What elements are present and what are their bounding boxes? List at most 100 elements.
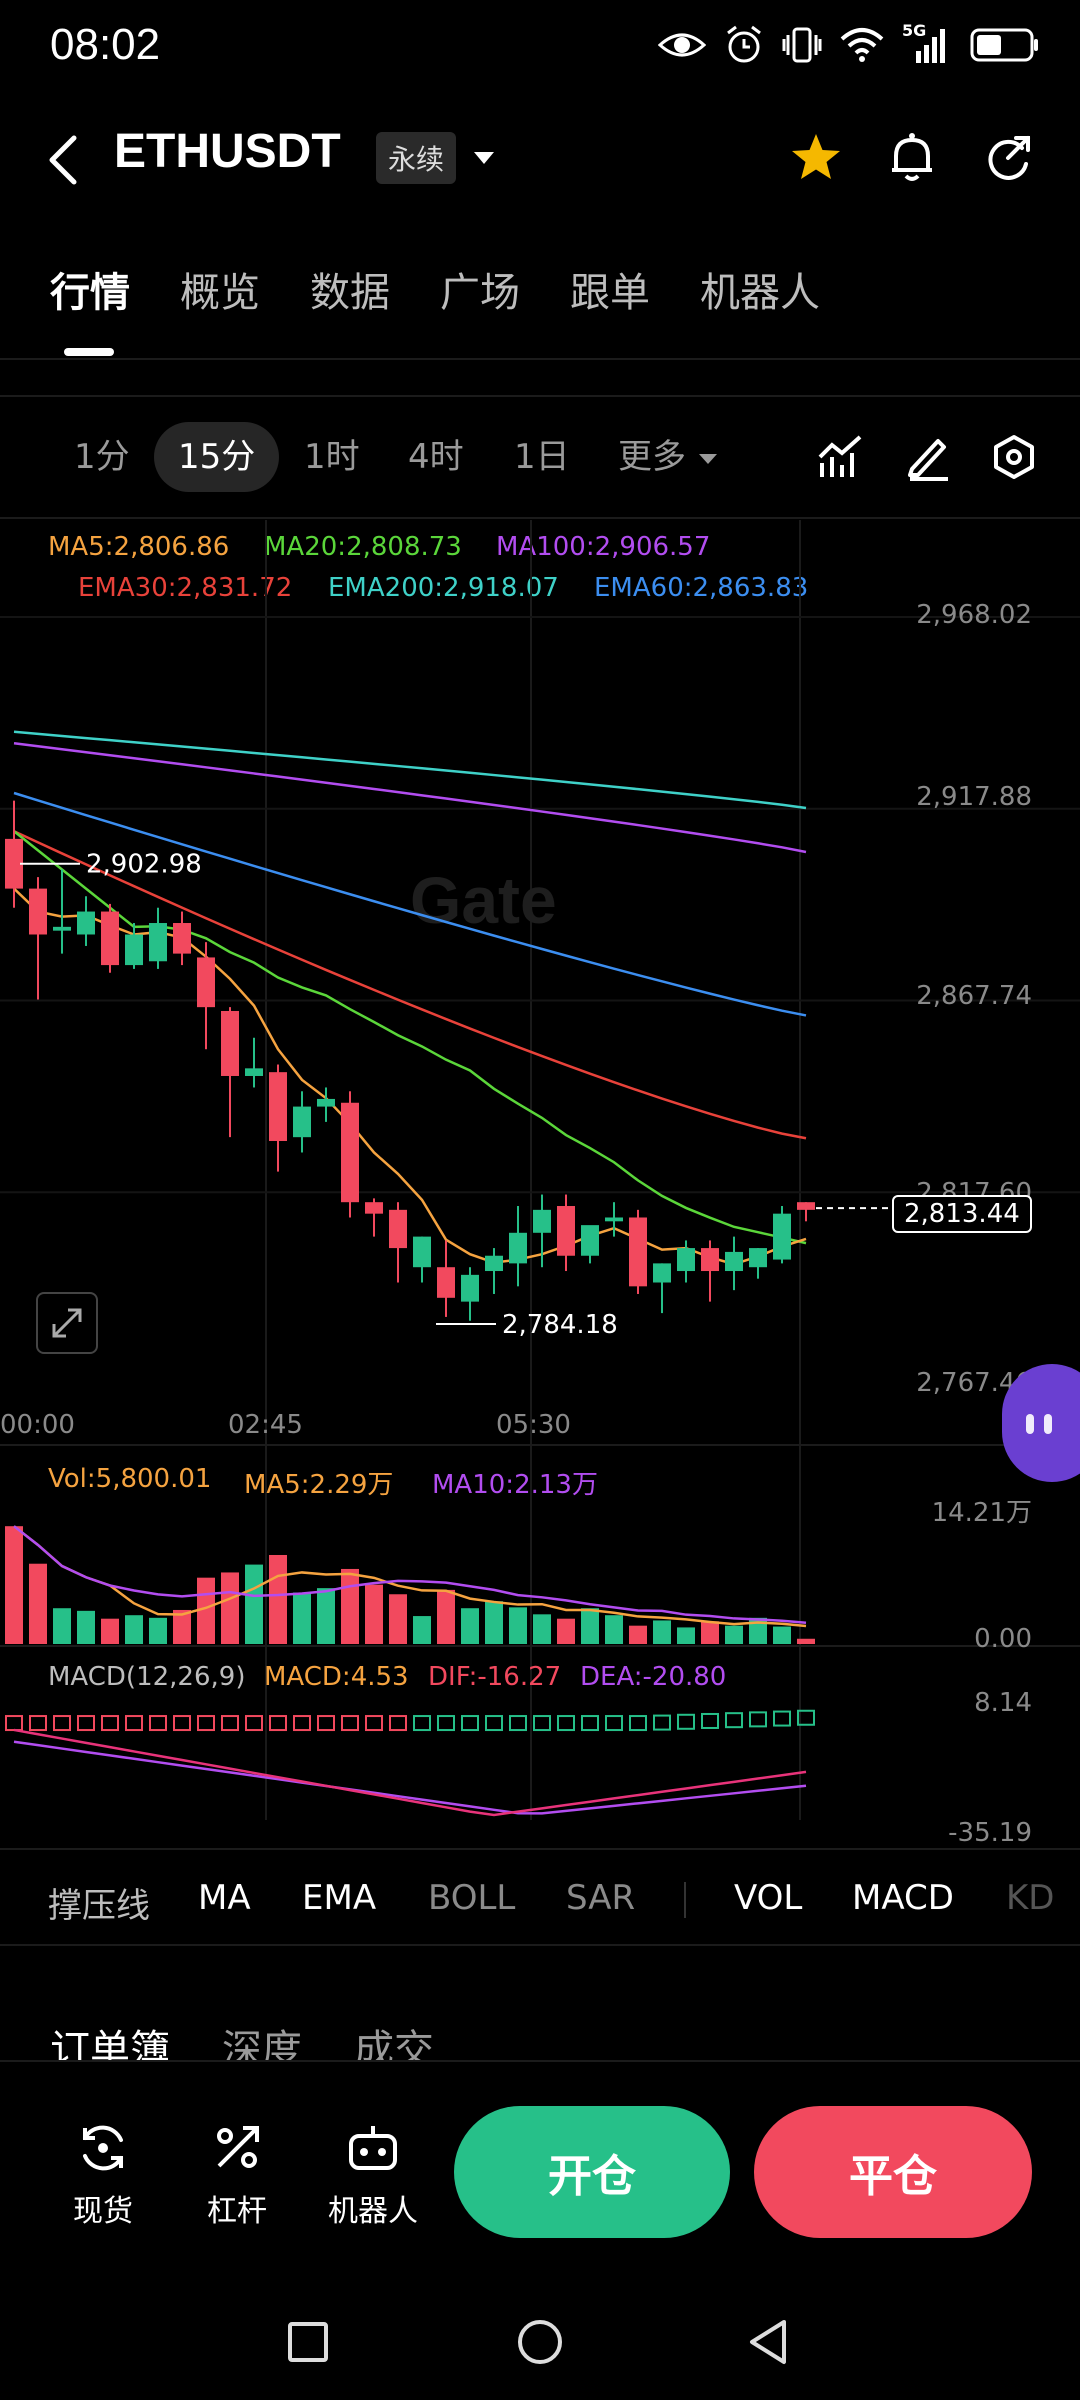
ind-tab-ma[interactable]: MA [198, 1878, 251, 1918]
bot-button[interactable]: 机器人 [318, 2120, 428, 2230]
recent-apps-icon[interactable] [286, 2320, 330, 2364]
chevron-down-icon[interactable] [470, 144, 498, 172]
macd-histogram-bar [245, 1715, 263, 1732]
bottom-action-bar: 现货 杠杆 机器人 开仓 平仓 [0, 2060, 1080, 2262]
vol-axis-top: 14.21万 [931, 1498, 1032, 1528]
spot-label: 现货 [73, 2194, 133, 2229]
volume-bar [269, 1554, 287, 1644]
back-icon[interactable] [40, 132, 90, 188]
macd-axis-bottom: -35.19 [948, 1818, 1032, 1848]
interval-more-label: 更多 [618, 437, 686, 477]
candle-body [149, 923, 167, 962]
candle-body [653, 1263, 671, 1283]
macd-axis-top: 8.14 [974, 1688, 1032, 1718]
tab-market[interactable]: 行情 [50, 270, 130, 316]
vol-label: Vol:5,800.01 [48, 1464, 212, 1494]
candle-body [197, 957, 215, 1008]
status-icons: 5G [658, 21, 1040, 68]
volume-bar [341, 1568, 359, 1644]
macd-histogram-bar [53, 1715, 71, 1732]
candle-body [269, 1072, 287, 1142]
tab-depth[interactable]: 深度 [222, 2027, 302, 2062]
ind-tab-support-resistance[interactable]: 撑压线 [48, 1886, 150, 1926]
candle-body [533, 1209, 551, 1233]
volume-bar [53, 1608, 71, 1644]
candle-body [581, 1225, 599, 1256]
candle-body [173, 923, 191, 954]
macd-histogram-bar [149, 1715, 167, 1732]
tab-square[interactable]: 广场 [440, 270, 520, 316]
pair-title[interactable]: ETHUSDT [114, 125, 341, 178]
macd-histogram-bar [173, 1715, 191, 1732]
tab-bots[interactable]: 机器人 [700, 270, 820, 316]
ind-tab-macd[interactable]: MACD [852, 1878, 954, 1918]
ind-tab-kd[interactable]: KD [1006, 1878, 1055, 1918]
spot-button[interactable]: 现货 [48, 2120, 158, 2230]
robot-face-icon [1026, 1414, 1052, 1434]
open-position-button[interactable]: 开仓 [454, 2106, 730, 2238]
vol-ma10-label: MA10:2.13万 [432, 1470, 598, 1500]
home-icon[interactable] [516, 2318, 564, 2366]
interval-more[interactable]: 更多 [618, 422, 719, 492]
close-position-button[interactable]: 平仓 [754, 2106, 1032, 2238]
assistant-bubble[interactable] [1002, 1364, 1080, 1482]
volume-bar [677, 1627, 695, 1644]
volume-bar [653, 1620, 671, 1644]
bell-icon[interactable] [882, 128, 942, 188]
header: ETHUSDT 永续 [0, 110, 1080, 210]
indicator-icon[interactable] [816, 433, 864, 481]
macd-histogram-bar [269, 1715, 287, 1732]
candle-body [77, 911, 95, 935]
settings-icon[interactable] [990, 433, 1038, 481]
macd-histogram-bar [677, 1713, 695, 1730]
macd-histogram-bar [701, 1712, 719, 1729]
candle-body [605, 1217, 623, 1222]
ema200-line [13, 730, 807, 810]
interval-1d[interactable]: 1日 [514, 437, 570, 477]
candle-body [629, 1217, 647, 1287]
macd-histogram-bar [749, 1711, 767, 1728]
volume-bar [605, 1615, 623, 1644]
leverage-icon [217, 2126, 259, 2168]
ind-tab-vol[interactable]: VOL [734, 1878, 803, 1918]
price-chart[interactable]: Gate 2,902.98 2,784.18 [0, 520, 1080, 1840]
tab-trades[interactable]: 成交 [354, 2027, 434, 2062]
share-icon[interactable] [978, 128, 1038, 188]
leverage-button[interactable]: 杠杆 [182, 2120, 292, 2230]
volume-bar [5, 1526, 23, 1644]
macd-histogram-bar [317, 1715, 335, 1732]
candle-body [5, 838, 23, 889]
interval-4h[interactable]: 4时 [408, 437, 464, 477]
macd-histogram-bar [557, 1715, 575, 1732]
alarm-icon [727, 25, 761, 63]
volume-bar [773, 1626, 791, 1644]
ind-tab-boll[interactable]: BOLL [428, 1878, 516, 1918]
tab-data[interactable]: 数据 [310, 270, 390, 316]
interval-15m[interactable]: 15分 [154, 422, 280, 492]
back-nav-icon[interactable] [746, 2318, 790, 2366]
draw-icon[interactable] [904, 433, 952, 481]
ma5-line [13, 887, 807, 1266]
interval-1h[interactable]: 1时 [304, 437, 360, 477]
divider [0, 1848, 1080, 1850]
candle-body [29, 888, 47, 935]
ind-tab-ema[interactable]: EMA [302, 1878, 377, 1918]
watermark-logo: Gate [410, 863, 557, 937]
interval-1m[interactable]: 1分 [74, 437, 130, 477]
fullscreen-button[interactable] [36, 1292, 98, 1354]
status-time: 08:02 [50, 20, 161, 69]
volume-bar [749, 1617, 767, 1644]
star-icon[interactable] [786, 128, 846, 188]
ema60-line [13, 791, 807, 1017]
volume-bar [221, 1572, 239, 1644]
ind-tab-sar[interactable]: SAR [566, 1878, 636, 1918]
vol-axis-bottom: 0.00 [974, 1624, 1032, 1654]
network-type: 5G [902, 21, 927, 40]
volume-bar [173, 1609, 191, 1644]
candle-body [557, 1206, 575, 1256]
volume-bar [389, 1594, 407, 1644]
tab-copy-trading[interactable]: 跟单 [570, 270, 650, 316]
tab-orderbook[interactable]: 订单簿 [50, 2027, 170, 2062]
tab-overview[interactable]: 概览 [180, 270, 260, 316]
candle-body [797, 1202, 815, 1210]
